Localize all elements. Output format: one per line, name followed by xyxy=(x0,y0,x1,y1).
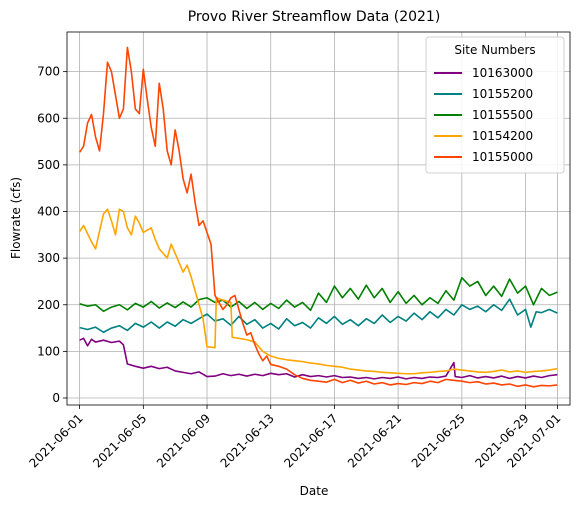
series-line-10155500 xyxy=(79,276,558,313)
series-line-10155200 xyxy=(79,298,558,334)
x-axis-label: Date xyxy=(300,484,329,498)
legend-title: Site Numbers xyxy=(454,43,535,57)
y-axis-ticks: 0 100 200 300 400 500 600 700 xyxy=(37,65,67,405)
y-tick-label: 100 xyxy=(37,344,60,358)
series-line-10155000 xyxy=(78,46,558,388)
y-tick-label: 700 xyxy=(37,65,60,79)
legend-entry: 10155200 xyxy=(472,87,533,101)
y-tick-label: 400 xyxy=(37,205,60,219)
y-axis-label: Flowrate (cfs) xyxy=(9,177,23,259)
y-tick-label: 200 xyxy=(37,298,60,312)
y-tick-label: 0 xyxy=(52,391,60,405)
legend-entry: 10154200 xyxy=(472,129,533,143)
legend-entry: 10155500 xyxy=(472,108,533,122)
series-line-10154200 xyxy=(78,208,558,375)
legend: Site Numbers 10163000 10155200 10155500 1015… xyxy=(425,36,565,174)
legend-box xyxy=(425,36,565,174)
plot-frame xyxy=(66,31,571,406)
series-lines xyxy=(78,46,558,388)
y-tick-label: 500 xyxy=(37,158,60,172)
legend-entry: 10155000 xyxy=(472,150,533,164)
series-line-10163000 xyxy=(79,337,558,380)
legend-entry: 10163000 xyxy=(472,66,533,80)
y-tick-label: 300 xyxy=(37,251,60,265)
y-tick-label: 600 xyxy=(37,111,60,125)
chart-title: Provo River Streamflow Data (2021) xyxy=(188,9,441,25)
